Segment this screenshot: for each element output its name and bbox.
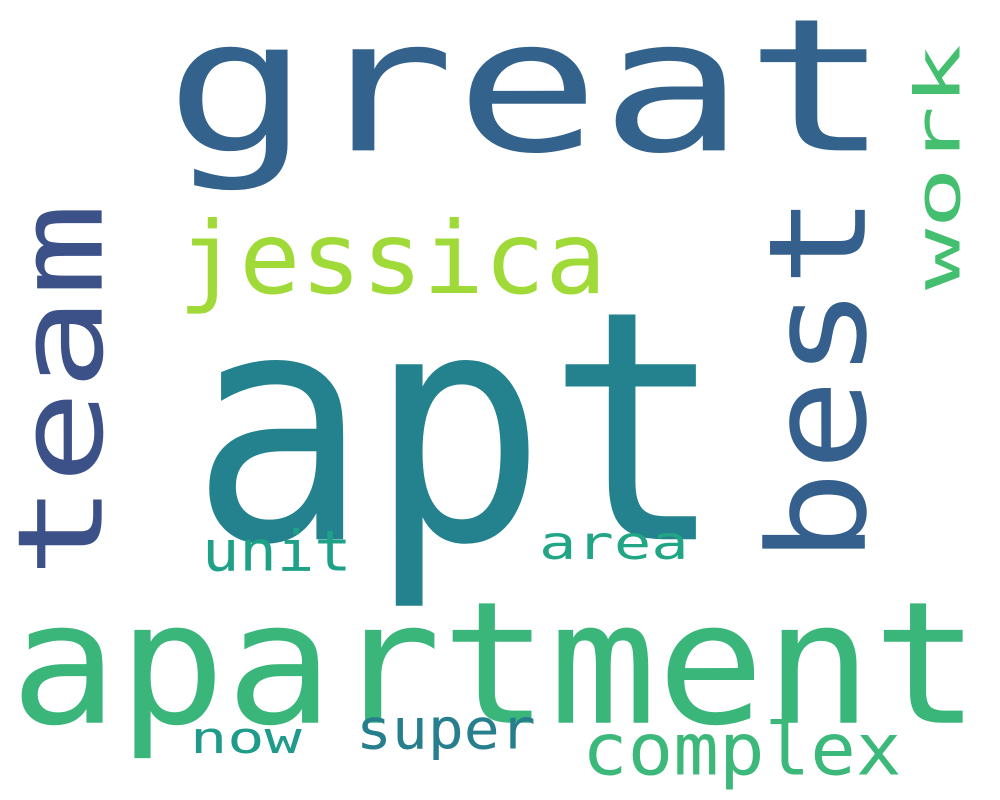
word-complex: complex <box>582 708 902 793</box>
word-great: great <box>165 0 891 195</box>
word-super: super <box>356 697 536 763</box>
word-now: now <box>190 712 302 764</box>
word-unit: unit <box>202 518 352 584</box>
word-team: team <box>0 202 130 579</box>
word-best: best <box>740 194 898 563</box>
word-apt: apt <box>190 243 725 616</box>
word-work: work <box>902 44 975 290</box>
word-area: area <box>539 516 689 570</box>
word-apartment: apartment <box>10 566 981 764</box>
word-jessica: jessica <box>178 201 607 318</box>
